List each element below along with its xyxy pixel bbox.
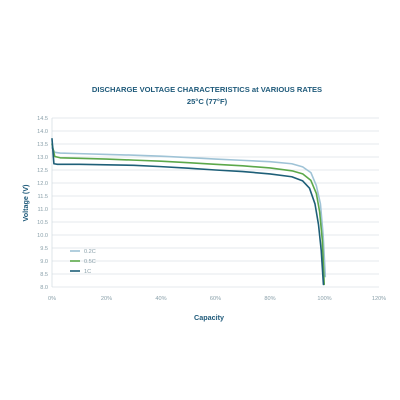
y-tick-label: 12.0: [37, 181, 48, 187]
series-line-2: [51, 138, 325, 286]
y-axis-label: Voltage (V): [21, 184, 30, 222]
x-axis-ticks: 0% 20% 40% 60% 80% 100% 120%: [48, 296, 386, 302]
grid: [51, 117, 379, 288]
y-tick-label: 8.5: [40, 272, 48, 278]
y-tick-label: 14.5: [37, 116, 48, 122]
x-axis-label: Capacity: [194, 313, 224, 322]
y-tick-label: 9.5: [40, 246, 48, 252]
y-tick-label: 11.0: [38, 207, 48, 213]
y-axis-ticks: 8.0 8.5 9.0 9.5 10.0 10.5 11.0 11.5 12.0 12.5 13.0…: [37, 116, 48, 291]
x-tick-label: 80%: [264, 296, 275, 302]
chart-title: DISCHARGE VOLTAGE CHARACTERISTICS at VAR…: [92, 85, 322, 94]
x-tick-label: 20%: [101, 296, 112, 302]
y-tick-label: 13.5: [37, 142, 48, 148]
series-line-1: [51, 143, 326, 286]
series-lines: [51, 138, 327, 286]
legend-label-0: 0.2C: [84, 249, 96, 255]
x-tick-label: 100%: [317, 296, 331, 302]
y-tick-label: 10.0: [37, 233, 48, 239]
y-tick-label: 14.0: [37, 129, 48, 135]
x-tick-label: 40%: [155, 296, 166, 302]
y-tick-label: 9.0: [40, 259, 48, 265]
chart-subtitle: 25°C (77°F): [187, 97, 228, 106]
y-tick-label: 12.5: [37, 168, 48, 174]
y-tick-label: 11.5: [38, 194, 48, 200]
series-line-0: [51, 147, 327, 278]
legend-label-1: 0.5C: [84, 259, 96, 265]
y-tick-label: 8.0: [40, 285, 48, 291]
legend: 0.2C 0.5C 1C: [70, 249, 96, 275]
y-tick-label: 10.5: [37, 220, 48, 226]
y-tick-label: 13.0: [37, 155, 48, 161]
x-tick-label: 60%: [210, 296, 221, 302]
legend-label-2: 1C: [84, 269, 91, 275]
x-tick-label: 120%: [372, 296, 386, 302]
x-tick-label: 0%: [48, 296, 56, 302]
